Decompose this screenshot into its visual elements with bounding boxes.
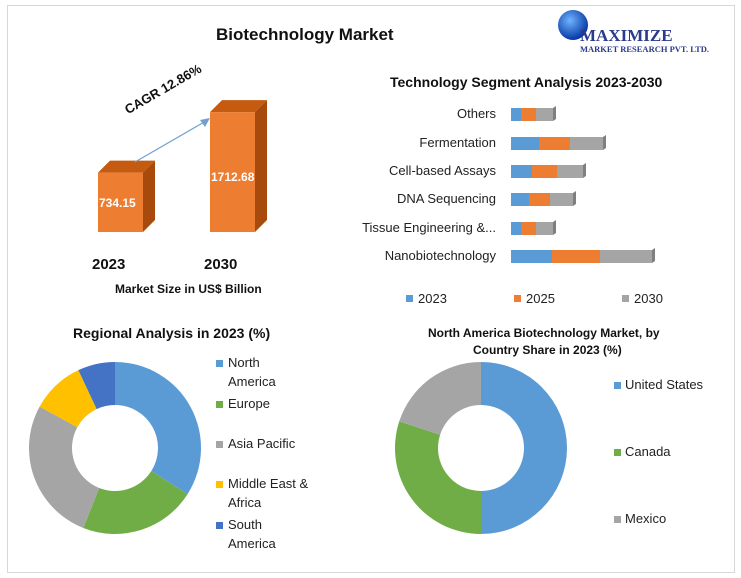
bar-2023 (98, 172, 143, 232)
slice-united-states (481, 362, 567, 534)
logo-name: MAXIMIZE (580, 26, 673, 45)
segment-bar-2023 (511, 250, 552, 263)
legend-swatch-2030 (622, 295, 629, 302)
segment-bar-2030 (536, 222, 553, 235)
segment-bar-2030 (536, 108, 553, 121)
category-label: Others (456, 106, 496, 121)
segment-bar-2030 (600, 250, 652, 263)
slice-south-america (78, 362, 115, 410)
category-label: Tissue Engineering &... (362, 220, 496, 235)
legend-label: United States (625, 377, 704, 392)
slice-canada (395, 421, 481, 534)
legend-swatch (614, 449, 621, 456)
bar-2030 (210, 112, 255, 232)
legend-label: North (228, 355, 260, 370)
legend-label: America (228, 536, 276, 551)
legend-swatch (216, 522, 223, 529)
slice-europe (83, 471, 188, 534)
legend-label-2023: 2023 (418, 291, 447, 306)
na-chart-title-line2: Country Share in 2023 (%) (473, 343, 622, 357)
legend-swatch-2023 (406, 295, 413, 302)
bar-top-2023 (98, 160, 155, 173)
segment-bar-2025 (532, 165, 557, 178)
legend-label: America (228, 374, 276, 389)
legend-label-2025: 2025 (526, 291, 555, 306)
na-chart-title-line1: North America Biotechnology Market, by (428, 326, 660, 340)
bar-side-2030 (255, 100, 267, 232)
segment-bar-2023 (511, 137, 539, 150)
cagr-arrowhead (200, 118, 210, 127)
bar-top-2030 (210, 100, 267, 113)
regional-chart-title: Regional Analysis in 2023 (%) (73, 325, 271, 341)
legend-label: Europe (228, 396, 270, 411)
segment-bar-2025 (539, 137, 570, 150)
legend-swatch (614, 516, 621, 523)
legend-label: Canada (625, 444, 671, 459)
legend-label: South (228, 517, 262, 532)
segment-bar-end (573, 191, 576, 206)
legend-label: Middle East & (228, 476, 309, 491)
slice-mexico (399, 362, 481, 435)
segment-bar-end (553, 220, 556, 235)
category-label: Nanobiotechnology (384, 248, 496, 263)
legend-swatch-2025 (514, 295, 521, 302)
legend-swatch (216, 441, 223, 448)
segment-bar-end (652, 248, 655, 263)
legend-swatch (216, 481, 223, 488)
segment-bar-2023 (511, 222, 521, 235)
x-tick-2030: 2030 (204, 256, 238, 273)
segment-bar-2025 (529, 193, 550, 206)
category-label: Cell-based Assays (389, 163, 496, 178)
segment-bar-2025 (521, 222, 536, 235)
segment-bar-end (583, 163, 586, 178)
logo: MAXIMIZE MARKET RESEARCH PVT. LTD. (550, 8, 740, 54)
legend-swatch (216, 360, 223, 367)
frame (7, 5, 735, 573)
segment-bar-end (603, 135, 606, 150)
segment-bar-2025 (521, 108, 536, 121)
legend-label: Africa (228, 495, 262, 510)
bar-side-2023 (143, 160, 155, 232)
x-axis-label: Market Size in US$ Billion (115, 282, 262, 296)
slice-asia-pacific (29, 406, 100, 528)
legend-swatch (216, 401, 223, 408)
legend-swatch (614, 382, 621, 389)
segment-bar-end (553, 106, 556, 121)
bar-label-2030: 1712.68 (211, 170, 255, 184)
segment-bar-2023 (511, 193, 529, 206)
x-tick-2023: 2023 (92, 256, 126, 273)
logo-subtitle: MARKET RESEARCH PVT. LTD. (580, 44, 710, 54)
segment-bar-2030 (557, 165, 583, 178)
segment-chart-title: Technology Segment Analysis 2023-2030 (390, 74, 663, 90)
legend-label-2030: 2030 (634, 291, 663, 306)
globe-icon (558, 10, 588, 40)
segment-bar-2030 (570, 137, 603, 150)
bar-label-2023: 734.15 (99, 196, 136, 210)
page-title: Biotechnology Market (216, 25, 394, 44)
segment-bar-2023 (511, 165, 532, 178)
cagr-arrow (134, 120, 207, 163)
slice-middle-east-africa (39, 370, 97, 428)
segment-bar-2025 (552, 250, 600, 263)
category-label: DNA Sequencing (396, 191, 496, 206)
category-label: Fermentation (419, 135, 496, 150)
segment-bar-2023 (511, 108, 521, 121)
legend-label: Mexico (625, 511, 667, 526)
legend-label: Asia Pacific (228, 436, 296, 451)
slice-north-america (115, 362, 201, 495)
segment-bar-2030 (550, 193, 573, 206)
